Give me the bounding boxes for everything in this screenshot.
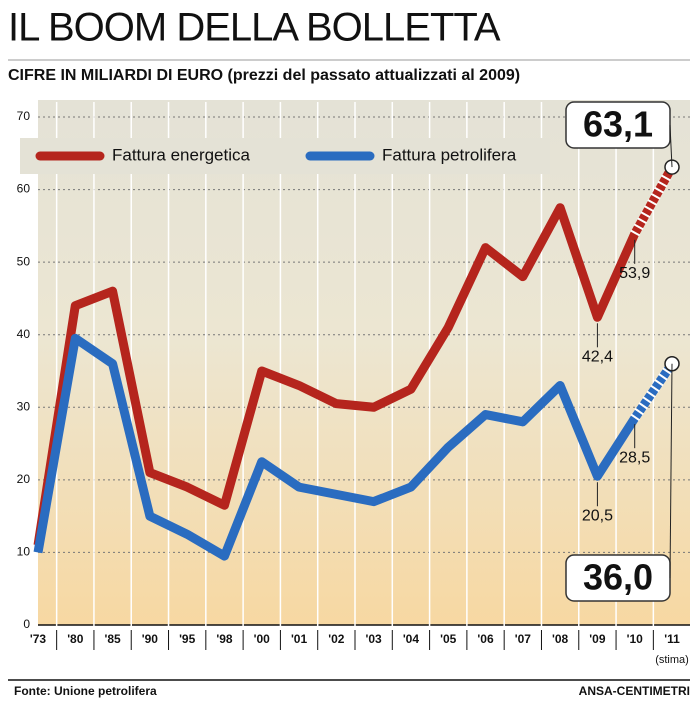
x-note: (stima) bbox=[655, 654, 689, 666]
x-tick-label: '08 bbox=[552, 632, 569, 646]
legend: Fattura energetica Fattura petrolifera bbox=[20, 138, 550, 174]
x-tick-label: '90 bbox=[142, 632, 159, 646]
y-tick-label: 0 bbox=[23, 617, 30, 631]
value-label: 20,5 bbox=[582, 507, 613, 524]
credit: ANSA-CENTIMETRI bbox=[579, 684, 690, 698]
x-tick-label: '00 bbox=[254, 632, 271, 646]
x-tick-label: '06 bbox=[477, 632, 494, 646]
x-tick-label: '03 bbox=[366, 632, 383, 646]
y-tick-label: 40 bbox=[17, 327, 31, 341]
source: Fonte: Unione petrolifera bbox=[14, 684, 157, 698]
chart: IL BOOM DELLA BOLLETTA CIFRE IN MILIARDI… bbox=[0, 0, 699, 702]
x-tick-label: '11 bbox=[664, 632, 680, 646]
x-tick-label: '98 bbox=[216, 632, 233, 646]
x-tick-label: '04 bbox=[403, 632, 420, 646]
legend-label: Fattura energetica bbox=[112, 145, 251, 164]
value-label: 53,9 bbox=[619, 265, 650, 282]
y-tick-label: 30 bbox=[17, 399, 31, 413]
x-tick-label: '85 bbox=[104, 632, 121, 646]
y-tick-label: 60 bbox=[17, 182, 31, 196]
value-label: 63,1 bbox=[583, 104, 653, 145]
x-tick-label: '95 bbox=[179, 632, 196, 646]
x-tick-label: '09 bbox=[589, 632, 606, 646]
x-tick-label: '73 bbox=[30, 632, 47, 646]
legend-label: Fattura petrolifera bbox=[382, 145, 517, 164]
value-label: 28,5 bbox=[619, 449, 650, 466]
value-label: 42,4 bbox=[582, 349, 613, 366]
y-tick-label: 50 bbox=[17, 254, 31, 268]
x-tick-label: '10 bbox=[627, 632, 644, 646]
chart-subtitle: CIFRE IN MILIARDI DI EURO (prezzi del pa… bbox=[8, 67, 520, 84]
y-tick-label: 10 bbox=[17, 545, 31, 559]
x-tick-label: '07 bbox=[515, 632, 532, 646]
y-tick-label: 70 bbox=[17, 109, 31, 123]
y-tick-label: 20 bbox=[17, 472, 31, 486]
x-tick-label: '05 bbox=[440, 632, 457, 646]
x-tick-label: '80 bbox=[67, 632, 84, 646]
value-label: 36,0 bbox=[583, 557, 653, 598]
x-tick-label: '01 bbox=[291, 632, 308, 646]
chart-title: IL BOOM DELLA BOLLETTA bbox=[8, 6, 501, 50]
x-tick-label: '02 bbox=[328, 632, 345, 646]
